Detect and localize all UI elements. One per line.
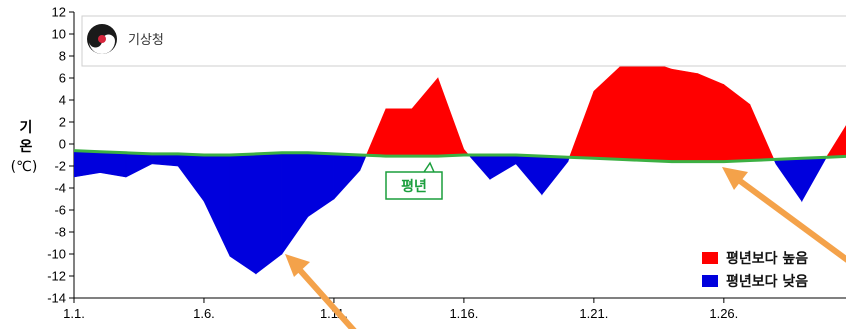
area-above-normal — [697, 73, 725, 162]
area-below-normal — [125, 152, 153, 178]
y-tick-label: -12 — [47, 269, 66, 284]
logo-panel — [81, 15, 846, 67]
normal-callout-box — [385, 161, 443, 200]
y-tick-label: 2 — [59, 115, 66, 130]
area-above-normal — [385, 108, 413, 157]
area-above-normal — [411, 77, 439, 157]
y-tick-label: 0 — [59, 137, 66, 152]
area-below-normal — [801, 156, 828, 203]
y-tick-label: -6 — [54, 203, 66, 218]
area-above-normal — [593, 66, 621, 160]
y-axis: 12 10 8 6 4 2 0 -2 -4 -6 -8 -10 -12 -14 — [47, 5, 75, 306]
area-above-normal — [437, 77, 465, 157]
y-axis-title-line-2: 온 — [20, 139, 33, 155]
legend-swatch-below — [702, 275, 718, 287]
area-above-normal — [365, 108, 387, 157]
y-tick-label: -14 — [47, 291, 66, 306]
area-above-normal — [619, 60, 647, 161]
y-axis-title-line-1: 기 — [20, 120, 33, 136]
x-tick-label: 1.16. — [449, 306, 478, 321]
arrow-right — [722, 167, 846, 263]
y-axis-title-line-3: (℃) — [11, 159, 38, 175]
y-tick-label: -10 — [47, 247, 66, 262]
arrow-left — [285, 254, 357, 329]
plot-area — [74, 59, 846, 275]
legend-item-below: 평년보다 낮음 — [702, 273, 808, 290]
logo-text: 기상청 — [128, 33, 164, 48]
area-below-normal — [99, 151, 127, 178]
area-below-normal — [281, 152, 309, 255]
y-tick-label: -2 — [54, 159, 66, 174]
area-below-normal — [333, 153, 361, 200]
y-tick-label: 12 — [52, 5, 66, 20]
y-tick-label: 6 — [59, 71, 66, 86]
area-below-normal — [489, 154, 517, 180]
area-above-normal — [827, 125, 846, 158]
area-above-normal — [723, 83, 751, 162]
kma-emblem-icon — [87, 24, 117, 54]
x-tick-label: 1.1. — [63, 306, 85, 321]
area-above-normal — [645, 59, 673, 162]
area-below-normal — [74, 150, 101, 178]
x-tick-label: 1.26. — [709, 306, 738, 321]
legend: 평년보다 높음 평년보다 낮음 — [702, 250, 808, 290]
annotation-arrows — [285, 167, 846, 329]
legend-label-below: 평년보다 낮음 — [726, 273, 808, 290]
area-below-normal — [468, 154, 491, 180]
normal-callout: 평년 — [385, 161, 443, 200]
y-axis-title: 기 온 (℃) — [11, 120, 38, 175]
area-above-normal — [749, 104, 775, 161]
legend-swatch-above — [702, 252, 718, 264]
x-tick-label: 1.6. — [193, 306, 215, 321]
area-below-normal — [151, 153, 179, 167]
area-below-normal — [359, 154, 367, 171]
y-tick-label: -4 — [54, 181, 66, 196]
y-tick-label: -8 — [54, 225, 66, 240]
area-below-normal — [541, 155, 569, 196]
area-below-normal — [775, 157, 803, 203]
area-below-normal — [229, 153, 257, 275]
x-tick-label: 1.21. — [579, 306, 608, 321]
normal-callout-label: 평년 — [401, 178, 427, 195]
legend-item-above: 평년보다 높음 — [702, 250, 808, 267]
kma-logo: 기상청 — [81, 15, 846, 67]
normal-line — [74, 149, 846, 164]
area-above-normal — [671, 68, 699, 162]
y-tick-label: 4 — [59, 93, 66, 108]
legend-label-above: 평년보다 높음 — [726, 250, 808, 267]
y-tick-label: 8 — [59, 49, 66, 64]
x-axis: 1.1. 1.6. 1.11. 1.16. 1.21. 1.26. — [63, 297, 846, 321]
area-below-normal — [177, 153, 205, 203]
y-tick-label: 10 — [52, 27, 66, 42]
area-below-normal — [515, 154, 543, 196]
area-below-normal — [255, 152, 283, 275]
area-above-normal — [569, 91, 595, 159]
area-below-normal — [307, 152, 335, 218]
area-below-normal — [203, 154, 231, 257]
